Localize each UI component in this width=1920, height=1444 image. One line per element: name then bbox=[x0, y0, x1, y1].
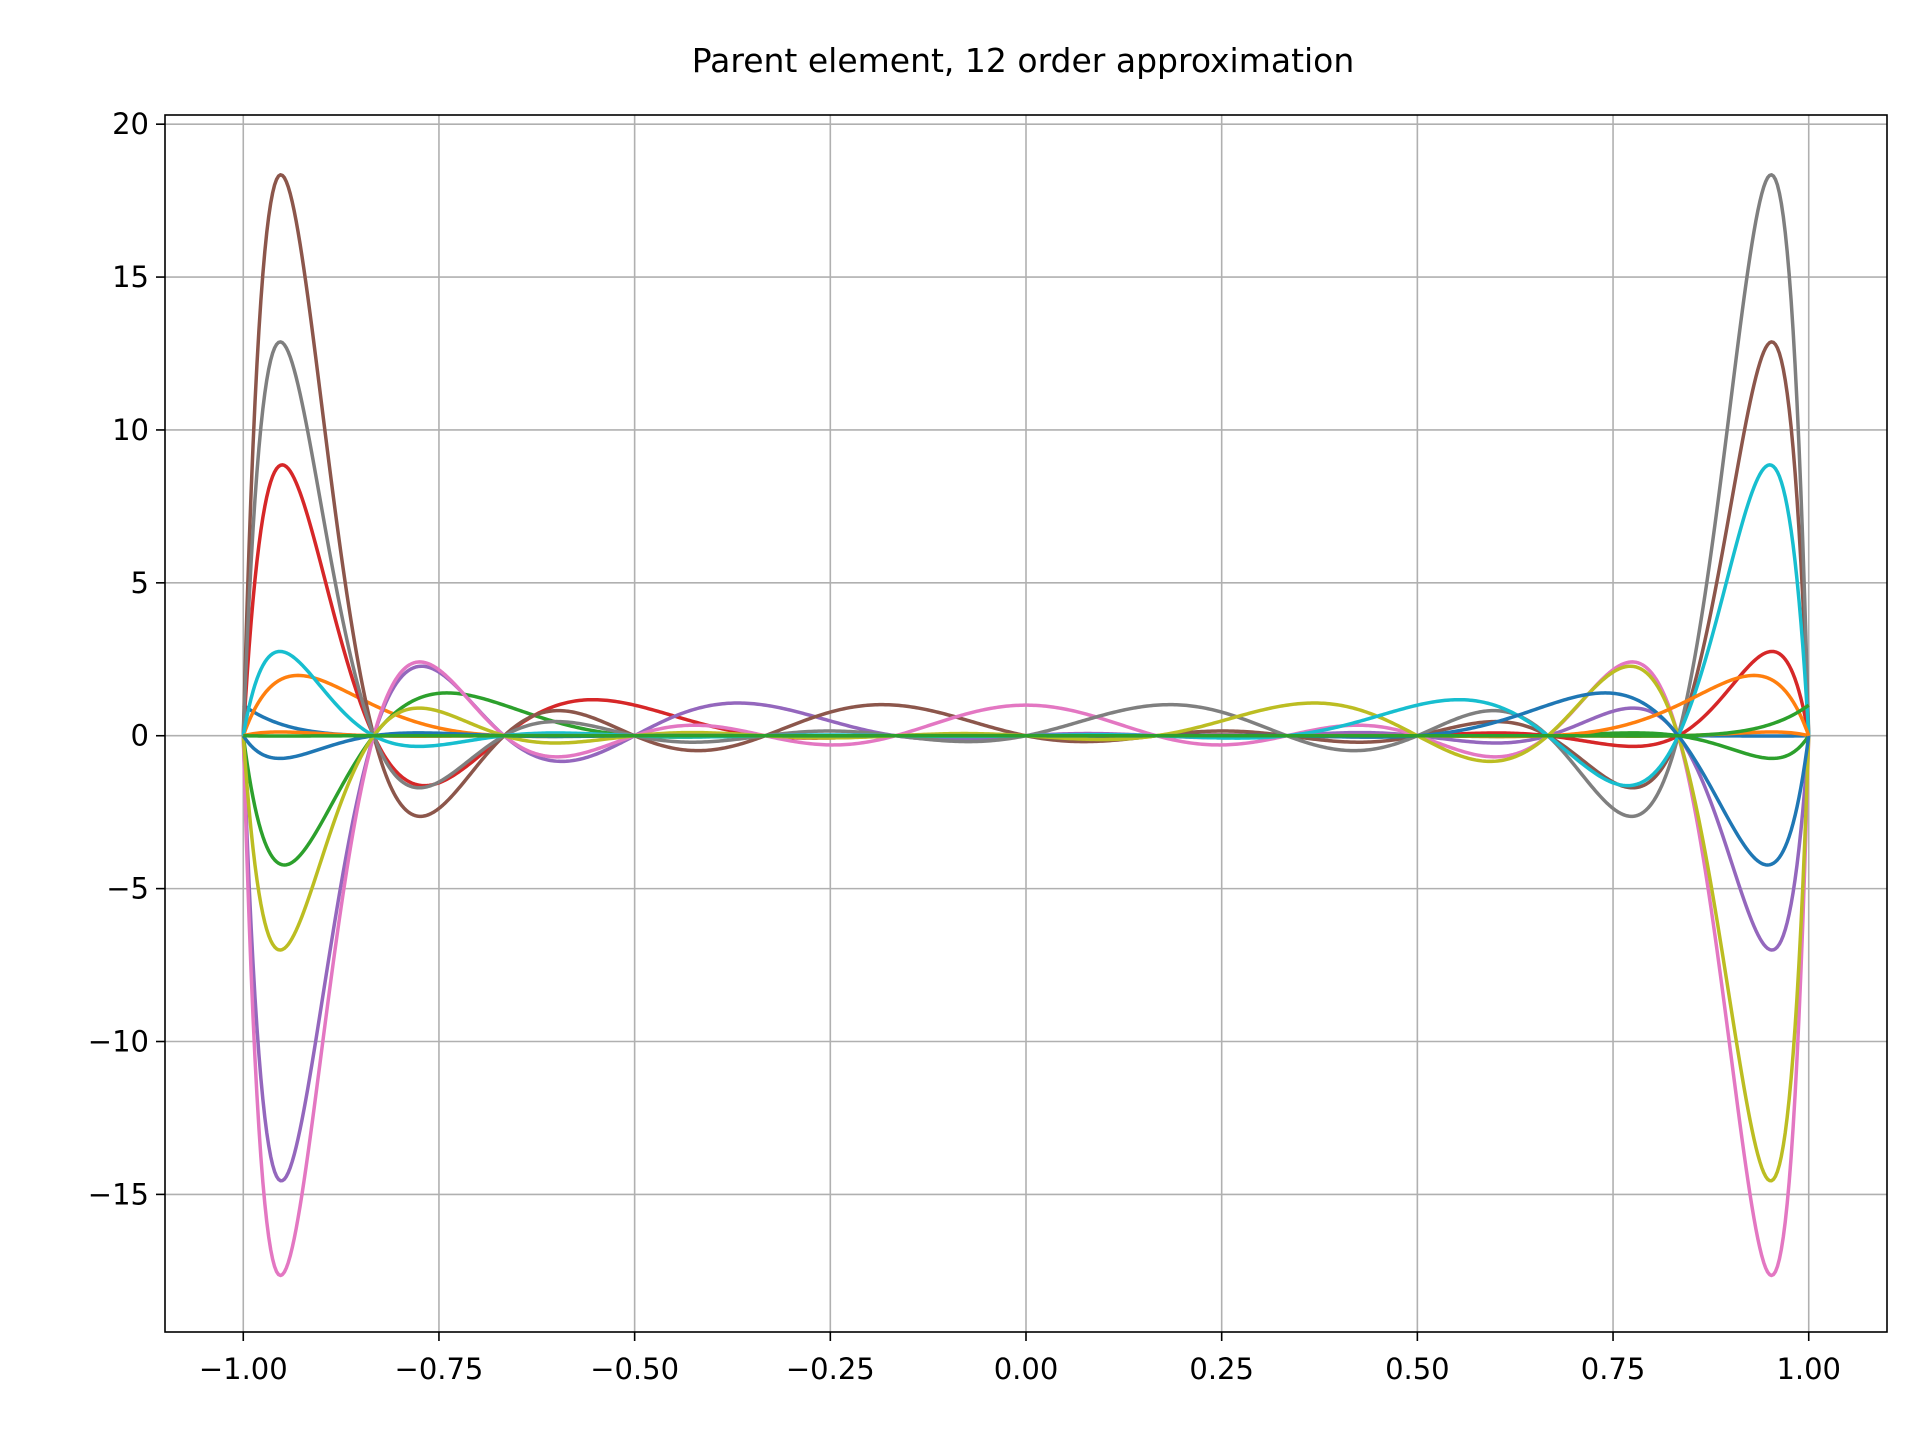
y-tick-label: −10 bbox=[88, 1025, 149, 1059]
chart-title: Parent element, 12 order approximation bbox=[692, 41, 1355, 80]
y-tick-label: 20 bbox=[112, 107, 149, 141]
y-tick-label: 10 bbox=[112, 413, 149, 447]
x-tick-label: −0.25 bbox=[786, 1352, 875, 1386]
x-tick-label: −1.00 bbox=[199, 1352, 288, 1386]
x-tick-label: −0.50 bbox=[590, 1352, 679, 1386]
y-tick-label: −5 bbox=[106, 872, 149, 906]
series-lines bbox=[241, 173, 1811, 1278]
x-tick-label: 0.50 bbox=[1385, 1352, 1450, 1386]
y-axis-ticks: −15 −10 −5 0 5 10 15 20 bbox=[88, 107, 165, 1211]
x-tick-label: 0.25 bbox=[1189, 1352, 1254, 1386]
y-tick-label: 15 bbox=[112, 260, 149, 294]
x-tick-label: 0.00 bbox=[994, 1352, 1059, 1386]
y-tick-label: −15 bbox=[88, 1177, 149, 1211]
y-tick-label: 0 bbox=[131, 719, 149, 753]
x-tick-label: 0.75 bbox=[1581, 1352, 1646, 1386]
y-tick-label: 5 bbox=[131, 566, 149, 600]
x-axis-ticks: −1.00 −0.75 −0.50 −0.25 0.00 0.25 0.50 0.75 1.00 bbox=[199, 1332, 1841, 1386]
series-line-12 bbox=[243, 703, 1810, 738]
x-tick-label: 1.00 bbox=[1776, 1352, 1841, 1386]
x-tick-label: −0.75 bbox=[395, 1352, 484, 1386]
